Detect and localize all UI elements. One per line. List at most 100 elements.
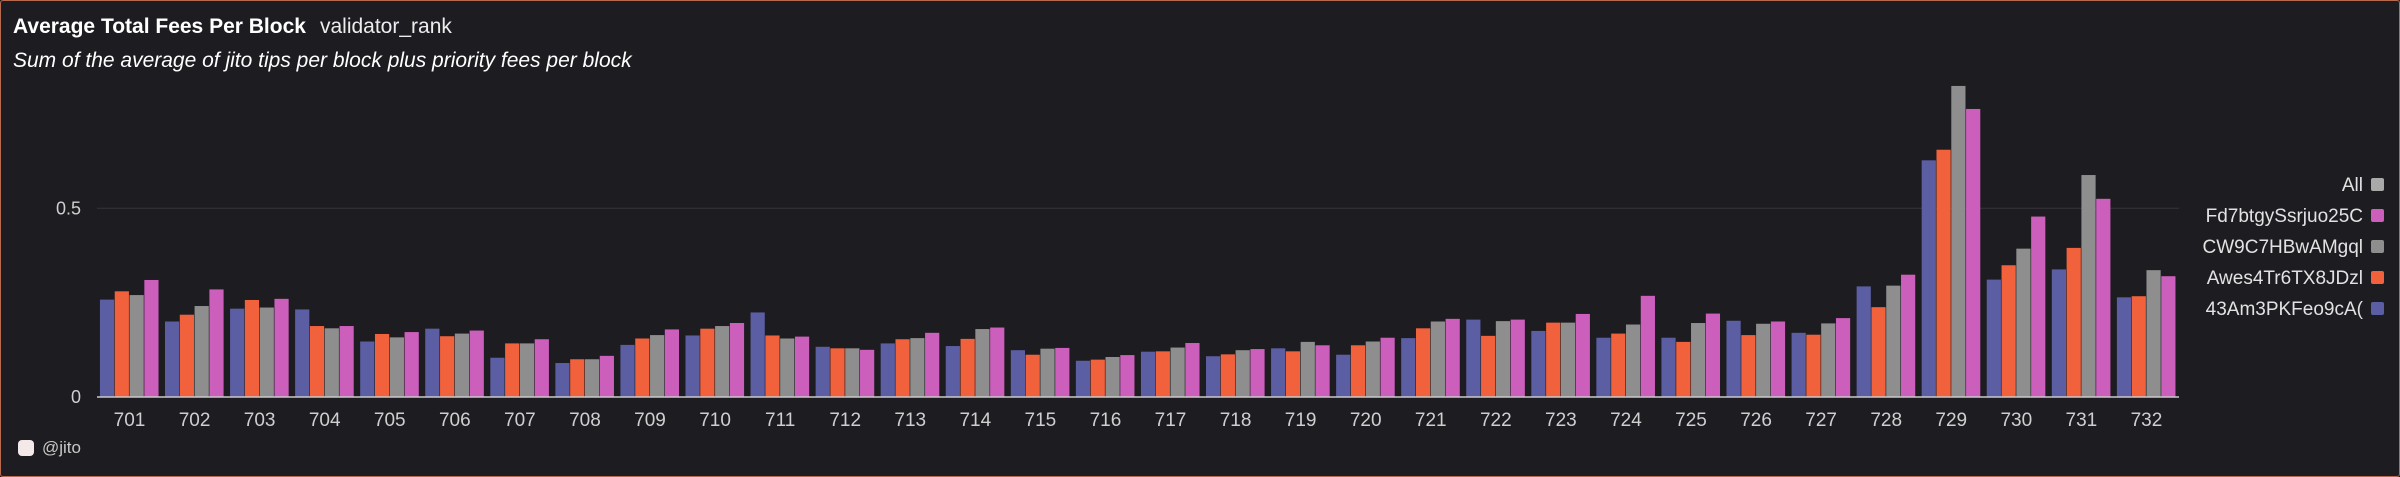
x-tick-label: 730 [2000, 410, 2032, 431]
bar [1285, 351, 1301, 397]
bar [845, 348, 860, 397]
bar [1010, 350, 1026, 397]
bar [975, 329, 990, 397]
bar [1336, 354, 1351, 397]
bar [664, 329, 680, 397]
x-tick-label: 702 [179, 410, 211, 431]
bar [274, 298, 289, 397]
bar [2131, 296, 2146, 397]
bar [830, 348, 845, 397]
legend-label: 43Am3PKFeo9cA( [2206, 299, 2364, 320]
x-tick-label: 724 [1610, 410, 1642, 431]
x-tick-label: 720 [1350, 410, 1382, 431]
bar [1235, 350, 1250, 397]
x-tick-label: 709 [634, 410, 666, 431]
bar [1835, 318, 1851, 397]
legend-swatch [2371, 271, 2384, 284]
bar [1886, 285, 1901, 397]
bar [1546, 322, 1561, 397]
bar [555, 363, 570, 397]
bar [2116, 297, 2132, 397]
x-tick-label: 725 [1675, 410, 1707, 431]
x-tick-label: 705 [374, 410, 406, 431]
bar [404, 332, 419, 397]
bar [2016, 248, 2031, 397]
bar [1806, 334, 1821, 397]
bar [780, 338, 795, 397]
bar [2051, 269, 2067, 397]
bar [1986, 279, 2001, 397]
title-row: Average Total Fees Per Block validator_ra… [13, 15, 452, 39]
bar [194, 306, 209, 397]
bar [1951, 85, 1966, 397]
bar [1640, 295, 1655, 397]
bar [1531, 330, 1546, 397]
bar [295, 309, 310, 397]
bar [990, 327, 1005, 397]
bar [454, 333, 470, 397]
bar [1705, 313, 1721, 397]
x-tick-label: 719 [1285, 410, 1317, 431]
bar [1365, 341, 1380, 397]
bar [179, 314, 194, 397]
legend-label: Fd7btgySsrjuo25C [2206, 206, 2363, 227]
bar [1676, 341, 1691, 397]
bar [144, 279, 159, 397]
bar [1726, 320, 1741, 397]
x-tick-label: 716 [1090, 410, 1122, 431]
x-tick-label: 713 [894, 410, 926, 431]
bar [2096, 198, 2111, 397]
bar [1575, 313, 1590, 397]
bar [2001, 265, 2016, 397]
x-tick-label: 731 [2066, 410, 2098, 431]
x-tick-label: 732 [2131, 410, 2163, 431]
bar [1315, 345, 1330, 397]
bar [1220, 354, 1235, 397]
bar [389, 337, 404, 397]
bar [910, 338, 925, 397]
bar [99, 299, 115, 397]
bar [750, 312, 765, 397]
chart-title: Average Total Fees Per Block [13, 15, 306, 38]
bar [1445, 318, 1460, 397]
bar [2146, 270, 2161, 397]
bar [860, 349, 875, 397]
bar [1596, 337, 1611, 397]
bar [1871, 307, 1886, 397]
chart-title-tag: validator_rank [319, 15, 452, 38]
bar [1075, 360, 1091, 397]
bar [1510, 319, 1525, 397]
bar [635, 338, 650, 397]
bar [1560, 322, 1576, 397]
bar [1821, 323, 1836, 397]
bar [309, 326, 325, 397]
bar [360, 341, 375, 397]
bar [1185, 343, 1200, 397]
x-tick-label: 701 [114, 410, 146, 431]
bar [570, 359, 585, 397]
x-tick-label: 722 [1480, 410, 1512, 431]
bar [209, 289, 224, 397]
bar [114, 291, 129, 397]
bar [1856, 286, 1871, 397]
bar [685, 335, 700, 397]
bar [339, 326, 354, 397]
bar [425, 328, 440, 397]
legend-label: All [2342, 175, 2363, 196]
bar [1756, 323, 1771, 397]
y-tick-label: 0 [71, 387, 81, 407]
bar [1481, 335, 1496, 397]
bar [584, 359, 600, 397]
bar [1691, 323, 1706, 397]
x-tick-label: 726 [1740, 410, 1772, 431]
bar [1625, 324, 1641, 397]
bar [599, 355, 614, 397]
x-tick-label: 712 [829, 410, 861, 431]
x-tick-label: 708 [569, 410, 601, 431]
bar [1466, 319, 1481, 397]
bar [1661, 337, 1676, 397]
x-tick-label: 715 [1025, 410, 1057, 431]
bar [1770, 321, 1786, 397]
bar [1120, 355, 1135, 397]
